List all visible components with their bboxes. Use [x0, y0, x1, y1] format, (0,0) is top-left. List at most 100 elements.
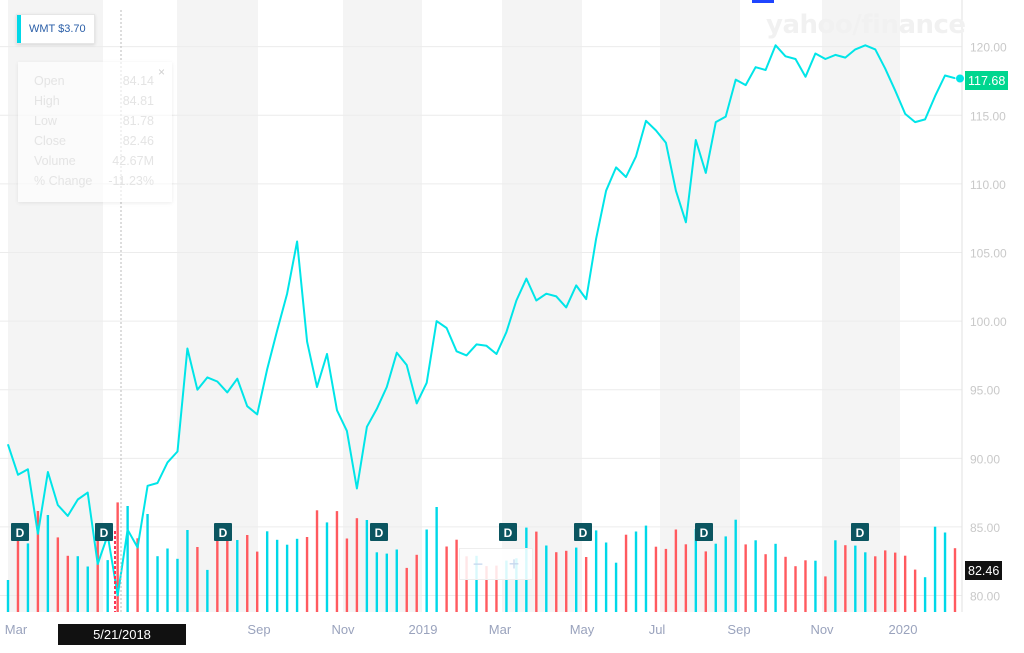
price-point: [186, 347, 189, 350]
close-icon[interactable]: ×: [157, 65, 165, 79]
price-point: [256, 413, 258, 416]
volume-bar: [26, 543, 30, 612]
ticker-chip[interactable]: WMT $3.70: [16, 14, 95, 44]
volume-bar: [295, 538, 299, 612]
price-point: [436, 320, 438, 322]
price-point: [725, 116, 727, 118]
zoom-in-button[interactable]: +: [508, 553, 520, 574]
tooltip-row-low: Low 81.78: [34, 114, 154, 128]
price-point: [774, 44, 777, 46]
volume-bar: [903, 555, 907, 612]
dividend-label: D: [700, 526, 709, 540]
x-tick-label: Sep: [727, 622, 750, 637]
price-point: [655, 129, 657, 131]
price-point: [525, 277, 527, 280]
price-point: [505, 331, 508, 333]
price-point: [705, 172, 707, 174]
volume-bar: [664, 548, 668, 612]
x-tick-label: May: [570, 622, 595, 637]
volume-bar: [714, 543, 717, 612]
volume-bar: [246, 535, 249, 612]
price-point: [565, 306, 567, 308]
volume-bar: [166, 548, 169, 612]
x-tick-label: Nov: [331, 622, 355, 637]
dividend-marker: D: [95, 523, 113, 541]
volume-bar: [385, 553, 388, 612]
price-point: [844, 57, 846, 59]
month-band: [822, 0, 900, 612]
volume-bar: [495, 565, 498, 612]
volume-bar: [136, 538, 139, 612]
yahoo-finance-logo: yahoo/finance: [766, 10, 966, 40]
price-point: [954, 77, 956, 79]
dividend-marker: D: [499, 523, 517, 541]
price-point: [944, 74, 946, 77]
y-tick-label: 80.00: [970, 590, 1000, 604]
tooltip-row-volume: Volume 42.67M: [34, 154, 154, 168]
volume-bar: [624, 534, 628, 612]
volume-bar: [724, 536, 727, 612]
price-point: [685, 221, 687, 223]
volume-bar: [545, 545, 548, 612]
volume-bar: [475, 555, 478, 612]
y-tick-label: 120.00: [970, 41, 1007, 55]
price-point: [176, 450, 179, 453]
dividend-label: D: [579, 526, 588, 540]
y-tick-label: 95.00: [970, 384, 1000, 398]
price-point: [794, 58, 797, 60]
y-tick-label: 105.00: [970, 246, 1007, 260]
price-point: [206, 376, 208, 378]
price-point: [426, 382, 428, 384]
price-point: [665, 142, 667, 144]
dividend-marker: D: [695, 523, 713, 541]
price-point: [864, 44, 866, 46]
volume-bar: [325, 522, 329, 612]
volume-bar: [694, 529, 698, 612]
price-point: [605, 190, 607, 192]
ticker-label: WMT $3.70: [29, 23, 86, 35]
volume-bar: [634, 531, 638, 612]
price-point: [874, 48, 876, 50]
volume-bar: [116, 502, 119, 612]
crosshair-date-label: 5/21/2018: [58, 624, 186, 645]
dividend-badge: [11, 523, 29, 541]
tooltip-row-change: % Change -11.23%: [34, 174, 154, 188]
volume-bar: [66, 555, 70, 612]
price-point: [924, 118, 926, 120]
dividend-label: D: [504, 526, 513, 540]
month-band: [343, 0, 422, 612]
tooltip-row-high: High 84.81: [34, 94, 154, 108]
volume-bar: [893, 552, 897, 612]
price-point: [156, 482, 159, 484]
month-band: [660, 0, 740, 612]
price-point: [97, 563, 99, 565]
price-point: [146, 485, 149, 487]
dividend-label: D: [100, 526, 109, 540]
volume-bar: [126, 506, 129, 612]
volume-bar: [604, 542, 608, 612]
volume-bar: [206, 569, 209, 612]
price-point: [17, 474, 19, 476]
price-point: [226, 391, 228, 394]
volume-bar: [156, 556, 159, 612]
volume-bar: [734, 519, 737, 612]
volume-bar: [644, 525, 648, 612]
zoom-out-button[interactable]: −: [472, 553, 484, 574]
volume-bar: [754, 540, 757, 612]
volume-bar: [535, 531, 538, 612]
y-axis-ticks: 120.00 115.00 110.00 105.00 100.00 95.00 90.00…: [970, 41, 1007, 604]
price-point: [136, 546, 139, 549]
price-point: [77, 498, 79, 501]
price-point: [914, 121, 916, 123]
price-point: [316, 386, 318, 388]
price-point: [475, 343, 478, 346]
volume-bar: [395, 549, 398, 612]
dividend-label: D: [219, 526, 228, 540]
price-point: [196, 389, 198, 391]
y-tick-label: 110.00: [970, 178, 1006, 192]
y-tick-label: 115.00: [970, 109, 1006, 123]
last-price-dot: [956, 74, 964, 83]
y-tick-label: 100.00: [970, 315, 1007, 329]
volume-bar: [923, 577, 927, 612]
